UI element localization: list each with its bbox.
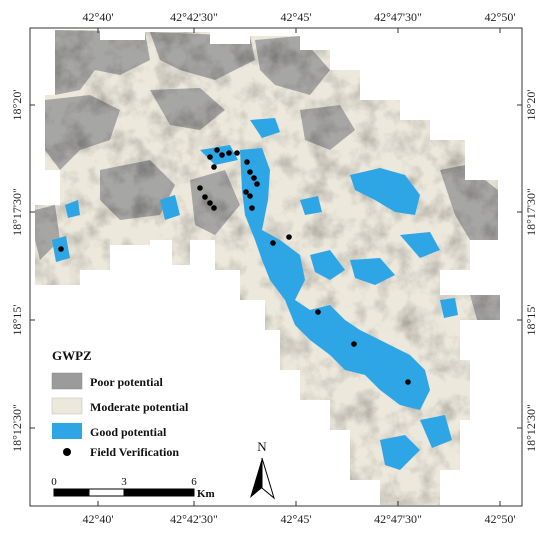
legend: GWPZ Poor potential Moderate potential G… — [51, 348, 189, 459]
top-tick-label: 42°40' — [83, 10, 114, 24]
bottom-tick-label: 42°40' — [83, 512, 114, 526]
left-tick-labels: 18°20' 18°17'30" 18°15' 18°12'30" — [10, 90, 24, 452]
bottom-tick-label: 42°42'30" — [170, 512, 218, 526]
tick-marks — [30, 28, 522, 506]
field-point — [286, 234, 292, 240]
north-arrow-icon: N — [250, 439, 275, 500]
field-point — [226, 150, 232, 156]
field-point — [214, 147, 220, 153]
top-tick-label: 42°47'30" — [374, 10, 422, 24]
field-point — [251, 175, 257, 181]
scale-label: 3 — [121, 476, 127, 488]
bottom-tick-label: 42°45' — [281, 512, 312, 526]
legend-label-field-verification: Field Verification — [90, 445, 179, 459]
scale-label: 6 — [191, 476, 197, 488]
top-tick-labels: 42°40' 42°42'30" 42°45' 42°47'30" 42°50' — [83, 10, 516, 24]
field-point — [351, 341, 357, 347]
bottom-tick-label: 42°50' — [485, 512, 516, 526]
field-point — [211, 164, 217, 170]
top-tick-label: 42°42'30" — [170, 10, 218, 24]
legend-swatch-moderate — [51, 397, 83, 415]
field-point — [207, 200, 213, 206]
field-point — [243, 189, 249, 195]
field-point — [58, 246, 64, 252]
left-tick-label: 18°20' — [10, 90, 24, 121]
right-tick-label: 18°12'30" — [524, 404, 538, 452]
field-point — [211, 205, 217, 211]
field-point — [405, 379, 411, 385]
field-point — [254, 181, 260, 187]
left-tick-label: 18°12'30" — [10, 404, 24, 452]
top-tick-label: 42°50' — [485, 10, 516, 24]
good-zones — [52, 118, 458, 470]
field-point — [234, 150, 240, 156]
field-point — [202, 194, 208, 200]
right-tick-labels: 18°20' 18°17'30" 18°15' 18°12'30" — [524, 90, 538, 452]
field-verification-points — [58, 147, 411, 385]
right-tick-label: 18°15' — [524, 305, 538, 336]
scale-bar: 0 3 6 Km — [51, 476, 214, 500]
legend-label-moderate: Moderate potential — [90, 400, 189, 414]
north-label: N — [257, 439, 267, 454]
right-tick-label: 18°20' — [524, 90, 538, 121]
bottom-tick-label: 42°47'30" — [374, 512, 422, 526]
right-tick-label: 18°17'30" — [524, 188, 538, 236]
bottom-tick-labels: 42°40' 42°42'30" 42°45' 42°47'30" 42°50' — [83, 512, 516, 526]
legend-swatch-poor — [51, 372, 83, 390]
field-point — [270, 240, 276, 246]
field-point — [244, 159, 250, 165]
field-point — [247, 169, 253, 175]
legend-label-good: Good potential — [90, 425, 167, 439]
field-point — [207, 154, 213, 160]
field-point — [219, 152, 225, 158]
legend-label-poor: Poor potential — [90, 375, 163, 389]
left-tick-label: 18°15' — [10, 305, 24, 336]
field-point — [249, 205, 255, 211]
scale-unit: Km — [197, 488, 215, 500]
scale-label: 0 — [51, 476, 57, 488]
legend-swatch-good — [52, 423, 82, 439]
field-point — [197, 185, 203, 191]
field-point — [247, 193, 253, 199]
legend-title: GWPZ — [52, 348, 92, 363]
field-point — [315, 309, 321, 315]
left-tick-label: 18°17'30" — [10, 188, 24, 236]
top-tick-label: 42°45' — [281, 10, 312, 24]
legend-point-icon — [63, 448, 71, 456]
